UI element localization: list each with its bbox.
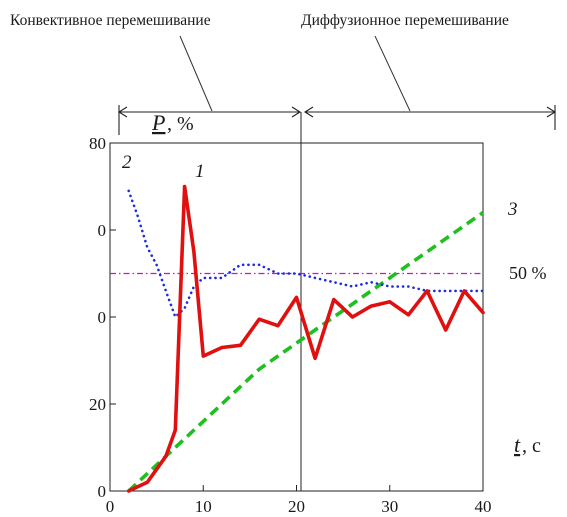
series-line-1 — [126, 184, 485, 493]
label-50-percent: 50 % — [509, 263, 547, 283]
leader-line-diffusion — [374, 35, 411, 112]
x-axis-title: t , с — [514, 432, 541, 457]
x-tick-label: 40 — [475, 497, 492, 516]
x-tick-label: 10 — [195, 497, 212, 516]
x-axis-unit: , с — [522, 435, 541, 457]
bracket-diffusion — [303, 105, 557, 130]
plot-frame — [109, 142, 484, 492]
y-tick-label: 0 — [98, 221, 107, 240]
y-axis-symbol: P — [151, 110, 165, 135]
series-line-2 — [127, 189, 485, 319]
y-axis-unit: , % — [167, 113, 194, 135]
y-tick-label: 0 — [98, 482, 107, 501]
y-tick-label: 20 — [89, 395, 106, 414]
leader-line-convective — [179, 35, 213, 112]
series-label-1: 1 — [195, 161, 205, 182]
x-axis-symbol: t — [514, 432, 521, 457]
y-tick-label: 80 — [89, 134, 106, 153]
series-label-3: 3 — [507, 199, 518, 220]
series-line-3 — [127, 211, 485, 493]
y-tick-label: 0 — [98, 308, 107, 327]
series-layer — [110, 184, 485, 493]
bracket-convective — [117, 105, 302, 135]
annotation-diffusion: Диффузионное перемешивание — [301, 12, 509, 29]
y-axis-title: P , % — [151, 110, 194, 135]
x-tick-label: 30 — [381, 497, 398, 516]
series-label-2: 2 — [122, 152, 132, 173]
x-tick-label: 20 — [288, 497, 305, 516]
annotation-convective: Конвективное перемешивание — [10, 12, 211, 29]
x-tick-label: 0 — [106, 497, 115, 516]
